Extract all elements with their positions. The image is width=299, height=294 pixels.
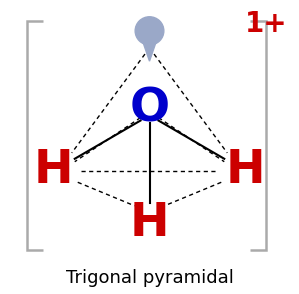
Polygon shape [143, 42, 156, 61]
Text: H: H [34, 148, 74, 193]
Text: H: H [130, 201, 169, 246]
Text: Trigonal pyramidal: Trigonal pyramidal [65, 269, 234, 287]
Text: H: H [225, 148, 265, 193]
Text: 1+: 1+ [244, 10, 287, 38]
Circle shape [135, 17, 164, 45]
Text: O: O [129, 86, 170, 131]
